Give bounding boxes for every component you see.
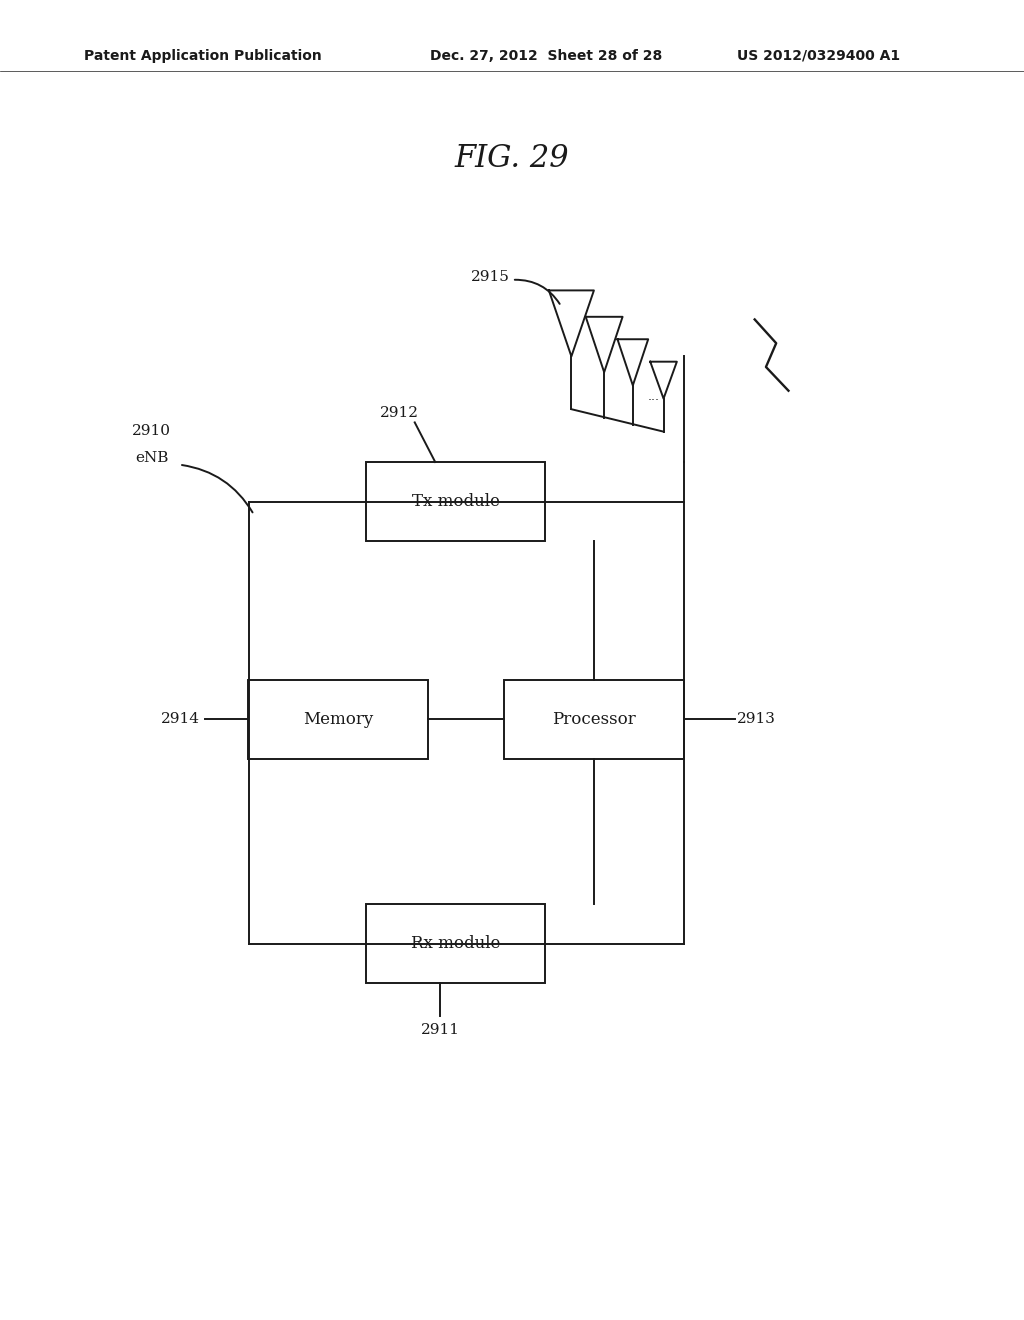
Text: Memory: Memory bbox=[303, 711, 373, 727]
Text: Dec. 27, 2012  Sheet 28 of 28: Dec. 27, 2012 Sheet 28 of 28 bbox=[430, 49, 663, 63]
Text: Rx module: Rx module bbox=[411, 936, 501, 952]
Bar bbox=[367, 462, 545, 541]
Bar bbox=[367, 904, 545, 983]
Text: eNB: eNB bbox=[135, 450, 168, 465]
Text: 2913: 2913 bbox=[737, 713, 776, 726]
Text: Patent Application Publication: Patent Application Publication bbox=[84, 49, 322, 63]
Text: ...: ... bbox=[647, 389, 659, 403]
Text: 2912: 2912 bbox=[380, 405, 419, 420]
Text: Tx module: Tx module bbox=[412, 494, 500, 510]
Bar bbox=[504, 680, 684, 759]
Text: US 2012/0329400 A1: US 2012/0329400 A1 bbox=[737, 49, 900, 63]
Text: 2911: 2911 bbox=[421, 1023, 460, 1038]
Text: 2914: 2914 bbox=[161, 713, 200, 726]
Text: FIG. 29: FIG. 29 bbox=[455, 143, 569, 174]
Bar bbox=[249, 680, 428, 759]
Text: 2915: 2915 bbox=[471, 271, 510, 284]
Text: 2910: 2910 bbox=[132, 424, 171, 438]
Text: Processor: Processor bbox=[552, 711, 636, 727]
